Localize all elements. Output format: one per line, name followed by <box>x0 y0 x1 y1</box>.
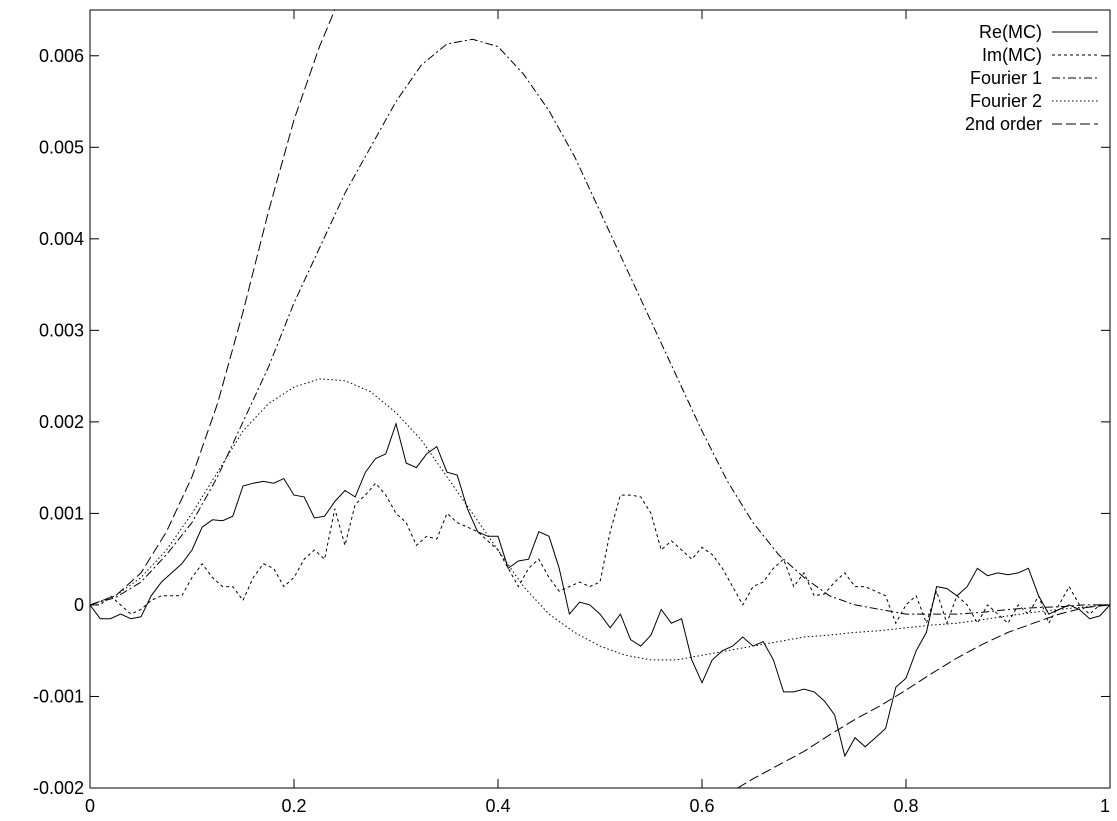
series-2nd-order <box>737 604 1110 788</box>
legend-label: Fourier 2 <box>970 91 1042 111</box>
legend-label: Re(MC) <box>979 22 1042 42</box>
legend-label: Im(MC) <box>982 45 1042 65</box>
x-tick-label: 1 <box>1100 796 1110 816</box>
series-fourier-1 <box>90 38 1110 615</box>
plot-area <box>90 10 1110 788</box>
x-tick-label: 0.2 <box>281 796 306 816</box>
y-tick-label: -0.002 <box>33 778 84 798</box>
y-tick-label: 0.001 <box>39 503 84 523</box>
y-tick-label: -0.001 <box>33 686 84 706</box>
series-im-mc <box>90 482 1110 625</box>
x-tick-label: 0.6 <box>689 796 714 816</box>
plot-frame <box>89 9 1111 789</box>
x-tick-label: 0.8 <box>893 796 918 816</box>
y-tick-label: 0.006 <box>39 46 84 66</box>
series-fourier-2 <box>90 378 1110 661</box>
legend: Re(MC) Im(MC) Fourier 1 Fourier 2 2nd order <box>965 22 1098 134</box>
y-tick-label: 0.004 <box>39 229 84 249</box>
legend-label: 2nd order <box>965 114 1042 134</box>
series-re-mc <box>90 421 1110 758</box>
series-2nd-order <box>90 10 336 606</box>
y-tick-label: 0.005 <box>39 137 84 157</box>
y-tick-label: 0.002 <box>39 412 84 432</box>
x-tick-label: 0 <box>85 796 95 816</box>
y-tick-label: 0 <box>74 595 84 615</box>
x-tick-label: 0.4 <box>485 796 510 816</box>
x-axis-ticks: 0 0.2 0.4 0.6 0.8 1 <box>85 10 1111 816</box>
y-tick-label: 0.003 <box>39 320 84 340</box>
y-axis-ticks: -0.002 -0.001 0 0.001 0.002 0.003 0.004 0.005 0.… <box>33 46 1110 798</box>
legend-label: Fourier 1 <box>970 68 1042 88</box>
